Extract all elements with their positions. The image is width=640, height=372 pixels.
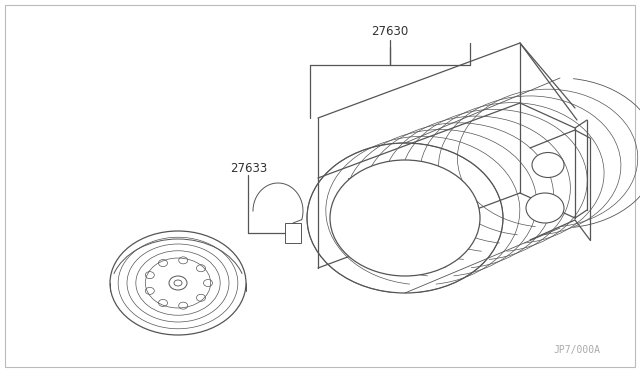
Ellipse shape <box>532 153 564 177</box>
Text: 27633: 27633 <box>230 161 268 174</box>
Ellipse shape <box>526 193 564 223</box>
Text: JP7/000A: JP7/000A <box>553 345 600 355</box>
Text: 27630: 27630 <box>371 25 408 38</box>
Bar <box>285 223 301 243</box>
Ellipse shape <box>330 160 480 276</box>
Bar <box>348 178 368 190</box>
